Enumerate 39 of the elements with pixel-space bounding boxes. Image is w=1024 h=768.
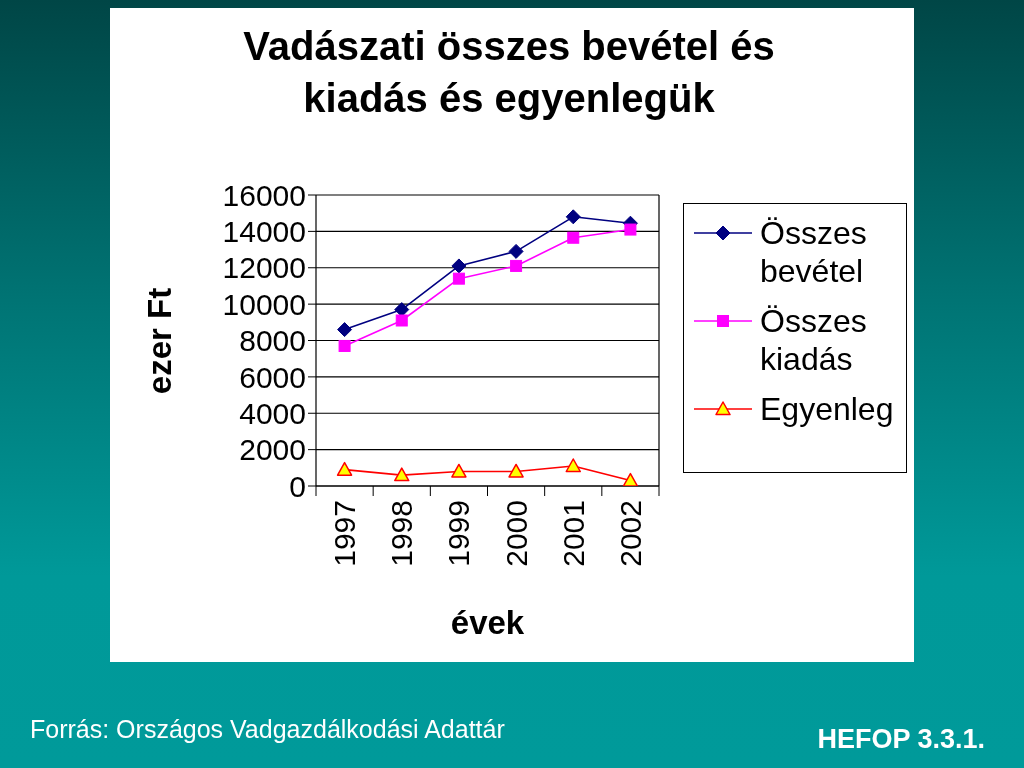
y-tick-label: 8000 [239, 324, 306, 358]
y-tick-label: 6000 [239, 360, 306, 394]
point [624, 223, 637, 236]
point [336, 461, 353, 476]
x-axis-title: évek [450, 604, 525, 642]
legend-label: Egyenleg [760, 390, 895, 428]
chart-title: Vadászati összes bevétel és kiadás és egyenlegük [242, 23, 776, 122]
legend-label: Összes kiadás [760, 302, 868, 378]
y-tick-label: 0 [289, 469, 306, 503]
point [508, 463, 524, 478]
x-tick-label: 2001 [556, 500, 590, 567]
point [451, 258, 467, 274]
point [394, 467, 410, 482]
point [337, 322, 353, 338]
y-tick-label: 4000 [239, 396, 306, 430]
point [510, 259, 523, 272]
y-tick-label: 2000 [239, 433, 306, 467]
point [567, 231, 580, 244]
point [565, 209, 581, 225]
x-tick-label: 1999 [442, 500, 476, 567]
point [508, 243, 524, 259]
y-tick-label: 14000 [222, 215, 306, 249]
point [451, 463, 467, 478]
legend-label: Összes bevétel [760, 214, 868, 290]
x-tick-label: 2000 [499, 500, 533, 567]
x-tick-label: 2002 [613, 500, 647, 567]
point [452, 272, 465, 285]
x-tick-label: 1998 [385, 500, 419, 567]
x-tick-label: 1997 [328, 500, 362, 567]
point [338, 339, 351, 352]
y-tick-label: 12000 [222, 251, 306, 285]
point [622, 472, 639, 486]
y-axis-title: ezer Ft [141, 287, 179, 394]
y-tick-label: 10000 [222, 287, 306, 321]
text: HEFOP 3.3.1. [817, 723, 985, 756]
point [395, 314, 408, 327]
y-tick-label: 16000 [222, 178, 306, 212]
text: Forrás: Országos Vadgazdálkodási Adattár [30, 714, 505, 745]
point [565, 458, 581, 473]
